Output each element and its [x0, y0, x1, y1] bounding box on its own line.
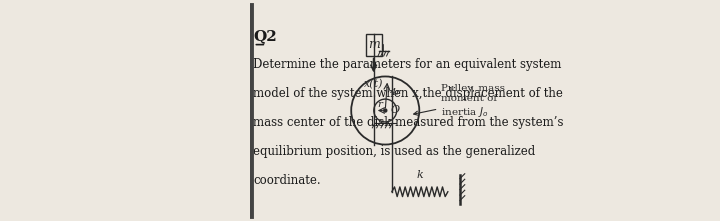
Text: O: O [390, 105, 399, 115]
Text: m: m [368, 38, 379, 51]
Text: Q2: Q2 [253, 29, 277, 43]
Text: coordinate.: coordinate. [253, 174, 321, 187]
Text: 4r: 4r [390, 88, 401, 97]
Circle shape [384, 109, 387, 112]
Text: model of the system.when x,the displacement of the: model of the system.when x,the displacem… [253, 87, 563, 100]
Text: equilibrium position, is used as the generalized: equilibrium position, is used as the gen… [253, 145, 536, 158]
Text: x(t): x(t) [364, 79, 383, 90]
Text: r: r [377, 100, 382, 109]
Text: mass center of the disk measured from the system’s: mass center of the disk measured from th… [253, 116, 564, 129]
Text: Determine the parameters for an equivalent system: Determine the parameters for an equivale… [253, 58, 562, 71]
Bar [366, 34, 382, 56]
Text: Pulley, mass
moment of
inertia $J_o$: Pulley, mass moment of inertia $J_o$ [414, 84, 505, 119]
Text: k: k [416, 170, 423, 180]
